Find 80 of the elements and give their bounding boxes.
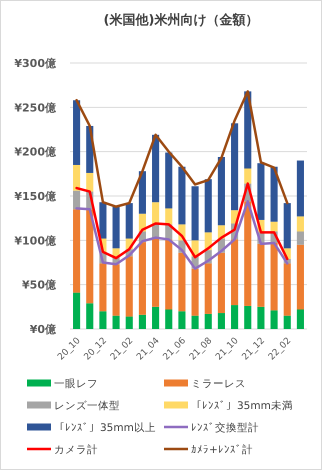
bar: [192, 316, 199, 329]
bar: [231, 123, 238, 210]
bar: [112, 206, 120, 248]
bar: [192, 268, 199, 316]
legend-label: ｶﾒﾗ+ﾚﾝｽﾞ計: [191, 443, 253, 456]
bar: [270, 310, 278, 329]
bar: [126, 316, 133, 329]
bar: [126, 256, 133, 317]
y-tick-label: ¥0億: [30, 323, 57, 336]
legend-label: 「ﾚﾝｽﾞ」35mm未満: [191, 399, 293, 412]
bar: [218, 313, 225, 329]
legend-label: 一眼レフ: [54, 378, 98, 390]
legend-label: カメラ計: [54, 443, 98, 456]
bar: [73, 190, 80, 210]
y-tick-label: ¥300億: [14, 57, 57, 70]
bar: [231, 239, 238, 306]
bar: [244, 168, 252, 184]
bar: [296, 160, 304, 216]
bar: [178, 252, 186, 312]
bar: [138, 171, 146, 214]
bar: [73, 164, 80, 191]
line-series: [75, 90, 288, 208]
bar: [231, 305, 238, 329]
y-tick-label: ¥100億: [14, 234, 57, 248]
bar: [126, 203, 133, 239]
legend-label: ﾚﾝｽﾞ交換型計: [191, 421, 259, 434]
y-tick-label: ¥150億: [14, 190, 57, 203]
bar: [86, 209, 94, 304]
bar: [73, 209, 80, 293]
bar: [284, 203, 291, 248]
bar: [152, 238, 160, 307]
bar: [284, 263, 291, 316]
bar: [138, 242, 146, 315]
bar: [270, 166, 278, 222]
legend-label: 「ﾚﾝｽﾞ」35mm以上: [54, 421, 156, 434]
bar: [86, 303, 94, 329]
bar: [165, 309, 172, 329]
bar: [257, 244, 264, 307]
bar: [112, 264, 120, 316]
legend-label: ミラーレス: [191, 378, 246, 390]
bar: [152, 134, 160, 202]
bar: [296, 231, 304, 245]
y-tick-label: ¥50億: [22, 278, 57, 292]
line-series: [75, 200, 288, 270]
bar: [296, 216, 304, 232]
bar: [112, 316, 120, 329]
bar: [270, 222, 278, 232]
bar: [152, 202, 160, 224]
bar: [296, 309, 304, 329]
bar: [192, 186, 199, 240]
bar: [296, 244, 304, 310]
bar: [218, 156, 225, 226]
chart-title: (米国他)米州向け（金額）: [104, 12, 258, 28]
bar: [73, 100, 80, 165]
bar: [152, 306, 160, 329]
legend-label: レンズ一体型: [54, 400, 120, 412]
y-tick-label: ¥250億: [14, 101, 57, 114]
bar: [86, 172, 94, 192]
bar: [204, 179, 212, 232]
bar: [244, 306, 252, 329]
bar: [165, 152, 172, 208]
bar: [204, 314, 212, 329]
bar: [257, 163, 264, 220]
bar: [73, 292, 80, 329]
y-tick-label: ¥200億: [14, 146, 57, 159]
line-series: [75, 182, 288, 260]
bar: [178, 311, 186, 329]
bar: [165, 208, 172, 224]
bar: [218, 252, 225, 314]
bar: [270, 242, 278, 310]
bar: [257, 306, 264, 329]
bar: [165, 239, 172, 310]
bar: [138, 314, 146, 329]
bar: [178, 166, 186, 224]
bar: [204, 263, 212, 314]
bar: [244, 201, 252, 306]
bar: [99, 202, 106, 239]
bar: [99, 263, 106, 312]
bar: [284, 316, 291, 329]
bar: [99, 311, 106, 329]
